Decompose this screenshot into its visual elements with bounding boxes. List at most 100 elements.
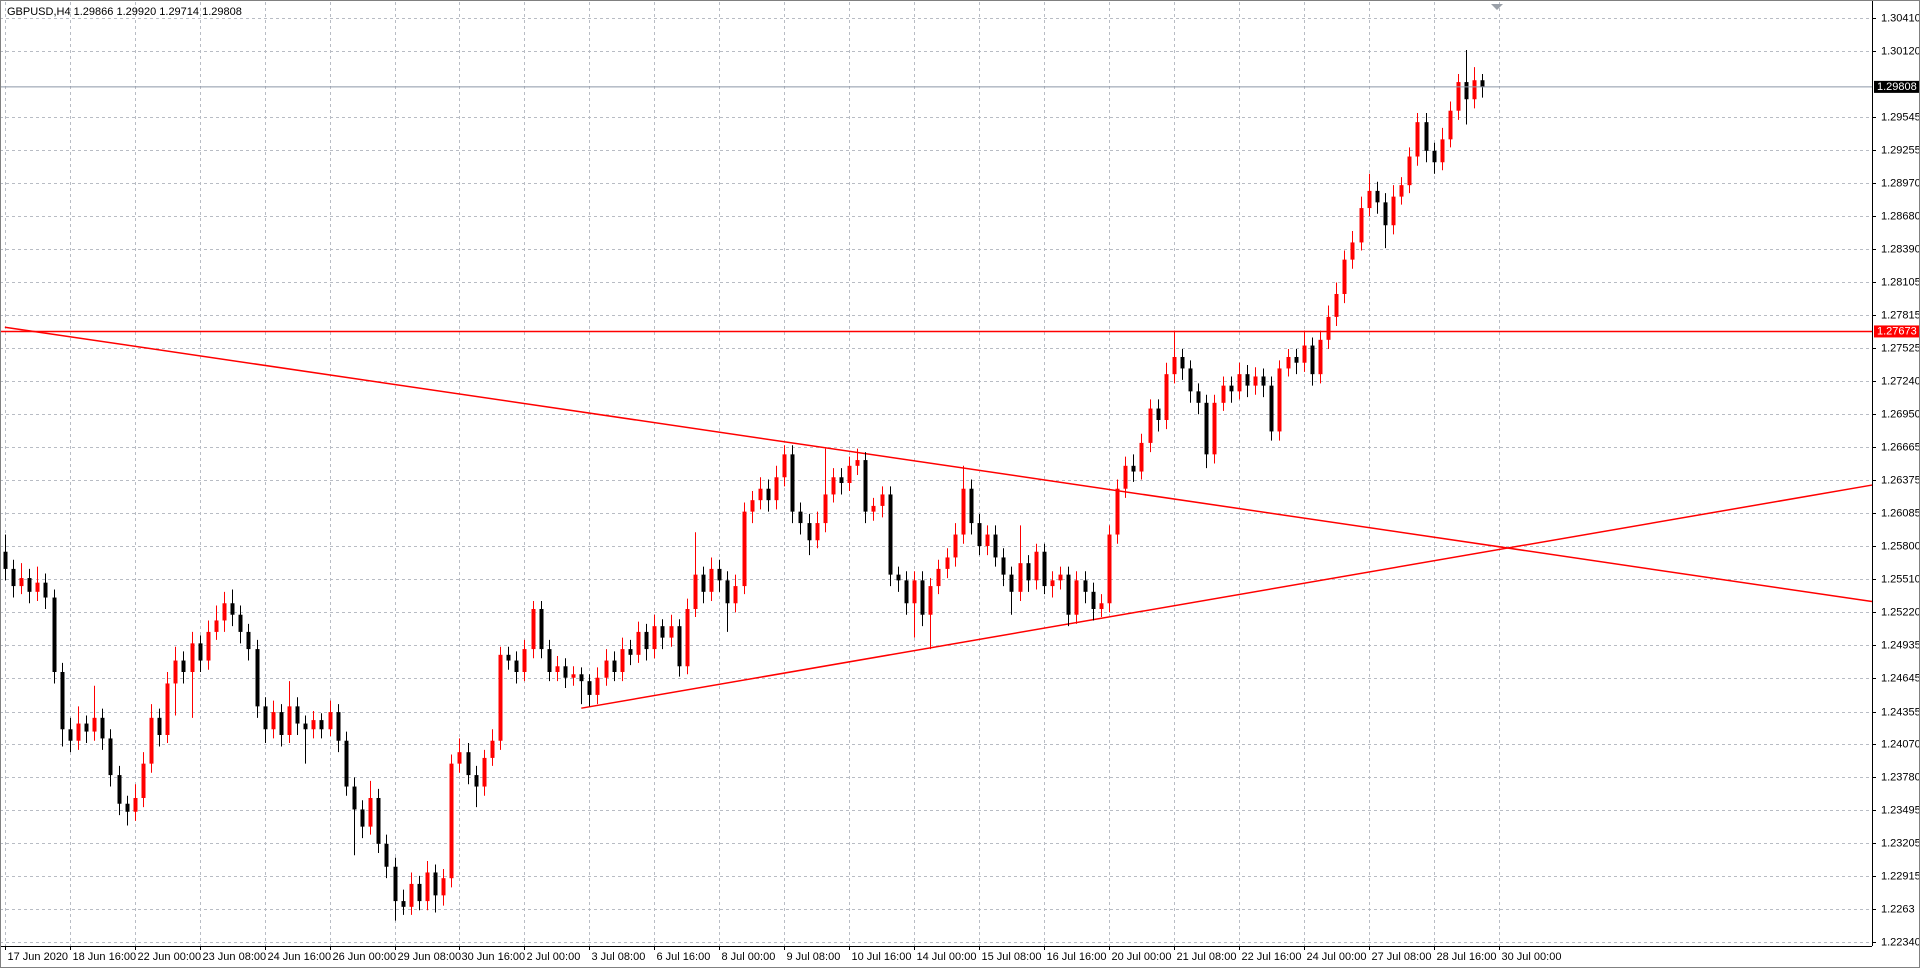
candle-body bbox=[798, 511, 803, 524]
level-label-box bbox=[1874, 325, 1920, 338]
candle-body bbox=[863, 460, 868, 512]
candle-body bbox=[376, 798, 381, 844]
candle-body bbox=[612, 660, 617, 672]
candle-body bbox=[336, 712, 341, 741]
x-tick-label: 22 Jul 16:00 bbox=[1242, 951, 1302, 963]
y-tick-label: 1.22915 bbox=[1881, 870, 1920, 882]
x-tick-label: 14 Jul 00:00 bbox=[917, 951, 977, 963]
y-tick-label: 1.28970 bbox=[1881, 177, 1920, 189]
x-tick-label: 6 Jul 16:00 bbox=[657, 951, 711, 963]
candle-body bbox=[76, 723, 81, 741]
candle-body bbox=[514, 660, 519, 672]
candle-body bbox=[181, 660, 186, 672]
candle-body bbox=[319, 720, 324, 730]
y-tick-label: 1.27525 bbox=[1881, 342, 1920, 354]
candle-body bbox=[214, 620, 219, 632]
candle-body bbox=[133, 798, 138, 812]
candle-body bbox=[1326, 316, 1331, 340]
candle-body bbox=[117, 775, 122, 804]
x-tick-label: 9 Jul 08:00 bbox=[787, 951, 841, 963]
candle-body bbox=[506, 654, 511, 661]
candle-body bbox=[27, 578, 32, 592]
candle-body bbox=[255, 649, 260, 707]
y-tick-label: 1.30120 bbox=[1881, 45, 1920, 57]
y-tick-label: 1.28105 bbox=[1881, 276, 1920, 288]
y-tick-label: 1.23205 bbox=[1881, 837, 1920, 849]
candle-body bbox=[774, 477, 779, 501]
x-tick-label: 10 Jul 16:00 bbox=[852, 951, 912, 963]
candle-body bbox=[766, 488, 771, 501]
candle-body bbox=[271, 712, 276, 730]
candle-body bbox=[871, 505, 876, 512]
candle-body bbox=[1424, 122, 1429, 151]
candle-body bbox=[230, 603, 235, 615]
candle-body bbox=[571, 674, 576, 678]
candle-body bbox=[222, 603, 227, 621]
candle-body bbox=[1407, 156, 1412, 186]
candle-body bbox=[60, 671, 65, 730]
y-tick-label: 1.23780 bbox=[1881, 771, 1920, 783]
candle-body bbox=[108, 738, 113, 776]
candle-body bbox=[84, 723, 89, 732]
y-tick-label: 1.25510 bbox=[1881, 573, 1920, 585]
candle-body bbox=[782, 454, 787, 478]
candle-body bbox=[303, 723, 308, 730]
candle-body bbox=[1066, 574, 1071, 615]
candle-body bbox=[717, 568, 722, 581]
candle-body bbox=[466, 752, 471, 776]
candle-body bbox=[1334, 293, 1339, 317]
x-tick-label: 8 Jul 00:00 bbox=[722, 951, 776, 963]
chart-title: GBPUSD,H4 1.29866 1.29920 1.29714 1.2980… bbox=[7, 6, 242, 18]
candle-body bbox=[1229, 385, 1234, 392]
candle-body bbox=[985, 534, 990, 546]
candle-body bbox=[522, 649, 527, 672]
candle-body bbox=[1350, 242, 1355, 260]
candle-body bbox=[490, 740, 495, 758]
candle-body bbox=[1058, 574, 1063, 581]
candle-body bbox=[1196, 391, 1201, 403]
candle-body bbox=[401, 901, 406, 907]
candle-body bbox=[311, 720, 316, 730]
y-tick-label: 1.23495 bbox=[1881, 804, 1920, 816]
level-label: 1.27673 bbox=[1877, 325, 1917, 337]
y-tick-label: 1.25800 bbox=[1881, 540, 1920, 552]
candle-body bbox=[1188, 368, 1193, 392]
candle-body bbox=[482, 757, 487, 787]
x-tick-label: 30 Jul 00:00 bbox=[1502, 951, 1562, 963]
x-tick-label: 27 Jul 08:00 bbox=[1372, 951, 1432, 963]
y-tick-label: 1.26950 bbox=[1881, 408, 1920, 420]
candle-body bbox=[498, 654, 503, 741]
candle-body bbox=[880, 494, 885, 506]
candle-body bbox=[1204, 402, 1209, 455]
candle-body bbox=[669, 626, 674, 638]
candle-body bbox=[1359, 208, 1364, 243]
x-tick-label: 16 Jul 16:00 bbox=[1047, 951, 1107, 963]
candle-body bbox=[457, 752, 462, 764]
candle-body bbox=[1009, 574, 1014, 592]
candle-body bbox=[1440, 139, 1445, 163]
candle-body bbox=[1464, 82, 1469, 100]
candle-body bbox=[709, 568, 714, 592]
candle-body bbox=[733, 586, 738, 604]
candle-body bbox=[555, 666, 560, 672]
candle-body bbox=[839, 477, 844, 483]
x-tick-label: 20 Jul 00:00 bbox=[1112, 951, 1172, 963]
candle-body bbox=[68, 729, 73, 741]
candle-body bbox=[896, 574, 901, 581]
candle-body bbox=[1139, 442, 1144, 472]
y-tick-label: 1.26665 bbox=[1881, 441, 1920, 453]
x-tick-label: 28 Jul 16:00 bbox=[1437, 951, 1497, 963]
x-tick-label: 18 Jun 16:00 bbox=[73, 951, 137, 963]
candle-body bbox=[961, 488, 966, 535]
candle-body bbox=[141, 763, 146, 799]
candle-body bbox=[644, 631, 649, 650]
candle-body bbox=[1367, 190, 1372, 209]
candle-body bbox=[1221, 385, 1226, 403]
candle-body bbox=[636, 631, 641, 655]
candle-body bbox=[1131, 465, 1136, 472]
candle-body bbox=[1269, 385, 1274, 432]
y-tick-label: 1.27815 bbox=[1881, 309, 1920, 321]
x-tick-label: 24 Jun 16:00 bbox=[268, 951, 332, 963]
candle-body bbox=[206, 631, 211, 661]
